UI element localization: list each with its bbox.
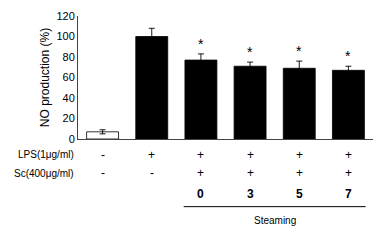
svg-text:+: + <box>148 148 155 162</box>
svg-text:100: 100 <box>56 30 74 42</box>
svg-text:*: * <box>198 36 204 52</box>
svg-text:7: 7 <box>345 187 352 201</box>
svg-text:-: - <box>150 166 154 180</box>
svg-text:0: 0 <box>69 133 75 145</box>
svg-text:80: 80 <box>63 51 75 63</box>
svg-text:*: * <box>345 48 351 64</box>
svg-text:5: 5 <box>296 187 303 201</box>
svg-text:+: + <box>197 166 204 180</box>
svg-text:LPS(1μg/ml): LPS(1μg/ml) <box>18 149 74 160</box>
svg-text:3: 3 <box>247 187 254 201</box>
svg-text:120: 120 <box>56 10 74 22</box>
svg-text:20: 20 <box>63 112 75 124</box>
svg-text:+: + <box>345 148 352 162</box>
svg-text:+: + <box>345 166 352 180</box>
svg-text:*: * <box>296 43 302 59</box>
svg-text:+: + <box>247 166 254 180</box>
svg-text:+: + <box>296 148 303 162</box>
svg-text:-: - <box>101 148 105 162</box>
svg-text:NO production (%): NO production (%) <box>38 28 52 127</box>
svg-text:-: - <box>101 166 105 180</box>
svg-text:Steaming: Steaming <box>254 215 296 226</box>
svg-text:*: * <box>247 44 253 60</box>
svg-text:0: 0 <box>197 187 204 201</box>
svg-text:+: + <box>247 148 254 162</box>
svg-text:40: 40 <box>63 92 75 104</box>
svg-text:Sc(400μg/ml): Sc(400μg/ml) <box>14 168 74 179</box>
svg-text:60: 60 <box>63 71 75 83</box>
svg-text:+: + <box>296 166 303 180</box>
svg-text:+: + <box>197 148 204 162</box>
